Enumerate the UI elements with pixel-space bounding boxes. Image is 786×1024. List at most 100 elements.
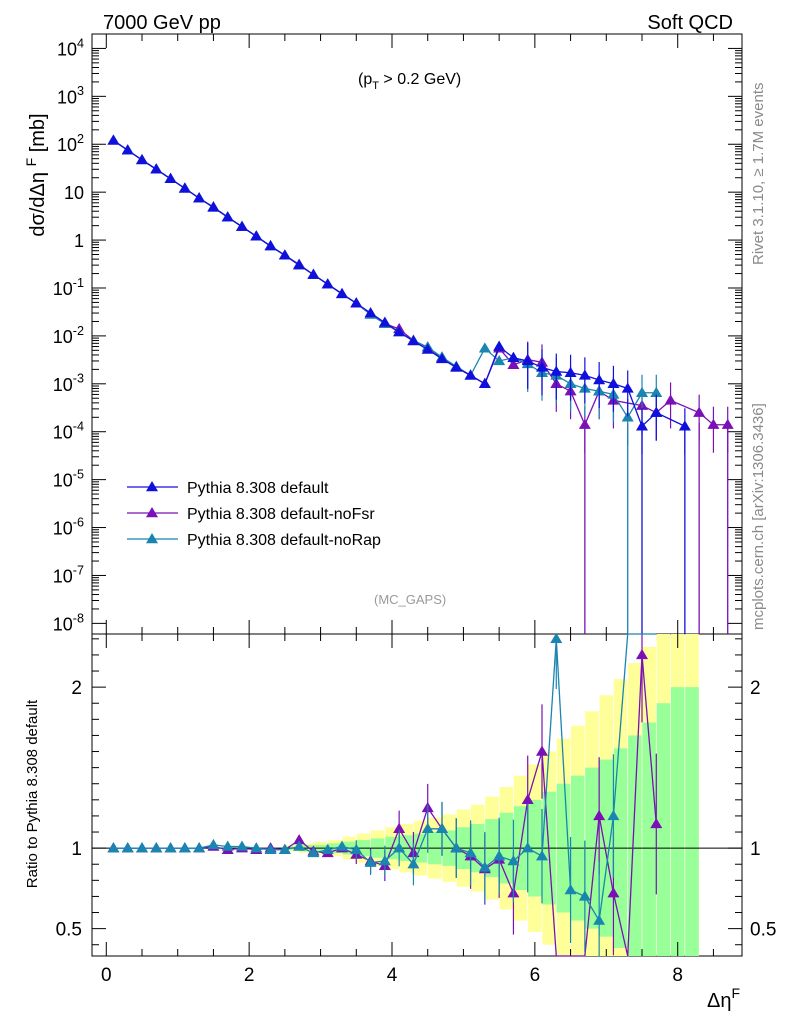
pt-cut-annotation: (pT > 0.2 GeV) — [358, 71, 461, 92]
data-point — [578, 369, 591, 380]
ratio-point — [393, 842, 406, 853]
ratio-y-tick-label-right: 1 — [750, 839, 761, 860]
x-tick-label: 4 — [387, 965, 398, 986]
ratio-point — [336, 840, 348, 851]
ratio-point — [393, 822, 406, 834]
ratio-point — [407, 858, 420, 869]
ratio-point — [478, 861, 491, 872]
main-y-tick-label: 10 — [64, 183, 84, 203]
data-point — [350, 297, 363, 308]
ratio-point — [250, 842, 263, 853]
data-point — [364, 307, 377, 318]
ratio-point — [607, 887, 620, 898]
ratio-point — [207, 838, 220, 850]
main-y-tick-label: 10-4 — [53, 420, 84, 443]
data-point — [550, 365, 563, 376]
ratio-point — [364, 856, 377, 867]
data-point — [707, 418, 720, 429]
ratio-point — [178, 842, 191, 853]
data-point — [136, 153, 148, 165]
ratio-point — [378, 855, 391, 866]
ratio-point — [164, 842, 177, 853]
data-point — [493, 354, 506, 366]
data-point — [121, 144, 134, 155]
ratio-y-tick-label-left: 2 — [71, 678, 82, 699]
data-point — [607, 377, 620, 389]
ratio-point — [636, 648, 648, 660]
main-y-tick-label: 10-5 — [53, 468, 84, 491]
ratio-y-axis-title: Ratio to Pythia 8.308 default — [24, 699, 41, 888]
ratio-series-2 — [107, 632, 657, 956]
data-point — [421, 343, 434, 354]
main-y-axis-title: dσ/dΔη F [mb] — [23, 113, 49, 236]
ratio-point — [650, 817, 663, 829]
data-point — [507, 351, 520, 362]
legend-label: Pythia 8.308 default-noRap — [187, 532, 381, 549]
ratio-point — [507, 855, 520, 866]
data-point — [493, 340, 506, 351]
inner-band-bin — [628, 735, 642, 956]
main-y-tick-label: 1 — [74, 231, 84, 251]
main-y-tick-label: 10-7 — [53, 563, 84, 586]
ratio-point — [550, 632, 563, 644]
data-point — [250, 230, 263, 241]
data-point — [564, 366, 577, 377]
ratio-point — [521, 842, 534, 853]
main-y-tick-label: 10-6 — [53, 515, 84, 538]
inner-band-bin — [642, 722, 656, 956]
data-point — [450, 361, 463, 372]
data-point — [336, 287, 348, 299]
ratio-point — [236, 840, 248, 851]
x-tick-label: 8 — [672, 965, 683, 986]
main-y-tick-label: 10-2 — [53, 324, 84, 347]
ratio-point — [593, 914, 606, 925]
ratio-point — [293, 840, 306, 851]
data-point — [507, 358, 520, 369]
ratio-y-tick-label-left: 0.5 — [56, 920, 82, 941]
ratio-point — [536, 850, 548, 861]
ratio-point — [350, 843, 363, 854]
data-point — [178, 182, 191, 193]
data-point — [407, 335, 420, 346]
data-point — [221, 211, 234, 222]
ratio-point — [121, 842, 134, 853]
data-point — [436, 352, 448, 364]
data-point — [378, 316, 391, 327]
ratio-point — [464, 846, 477, 858]
data-point — [636, 386, 648, 397]
x-axis: 0 2 4 6 8 — [101, 34, 714, 986]
data-point — [621, 382, 634, 393]
legend-marker — [146, 533, 158, 544]
data-point — [164, 172, 177, 184]
legend-label: Pythia 8.308 default-noFsr — [187, 506, 375, 523]
ratio-point — [150, 842, 163, 853]
data-point — [193, 192, 206, 203]
ratio-y-tick-label-right: 0.5 — [750, 920, 776, 941]
legend-marker — [146, 507, 158, 518]
x-axis-title: ΔηF — [707, 985, 740, 1012]
inner-band-bin — [656, 703, 671, 956]
legend-label: Pythia 8.308 default — [187, 480, 329, 497]
main-y-tick-label: 104 — [57, 36, 84, 59]
data-point — [264, 240, 277, 251]
ratio-y-axis: 0.5 0.5 1 1 2 2 — [56, 638, 776, 946]
analysis-name-label: (MC_GAPS) — [374, 592, 446, 607]
legend: Pythia 8.308 default Pythia 8.308 default… — [127, 480, 381, 549]
main-series-group — [107, 134, 734, 634]
data-point — [478, 377, 491, 389]
data-point — [693, 406, 706, 417]
data-point — [150, 163, 163, 174]
process-label: Soft QCD — [647, 12, 733, 34]
ratio-series-group — [107, 632, 663, 957]
ratio-point — [564, 883, 577, 895]
ratio-point — [536, 745, 548, 756]
ratio-point — [307, 846, 320, 858]
x-tick-label: 6 — [530, 965, 541, 986]
ratio-point — [221, 840, 234, 851]
ratio-point — [607, 809, 620, 821]
data-point — [650, 386, 663, 397]
main-y-tick-label: 10-1 — [53, 276, 84, 299]
ratio-point — [136, 842, 148, 853]
energy-label: 7000 GeV pp — [103, 12, 221, 34]
